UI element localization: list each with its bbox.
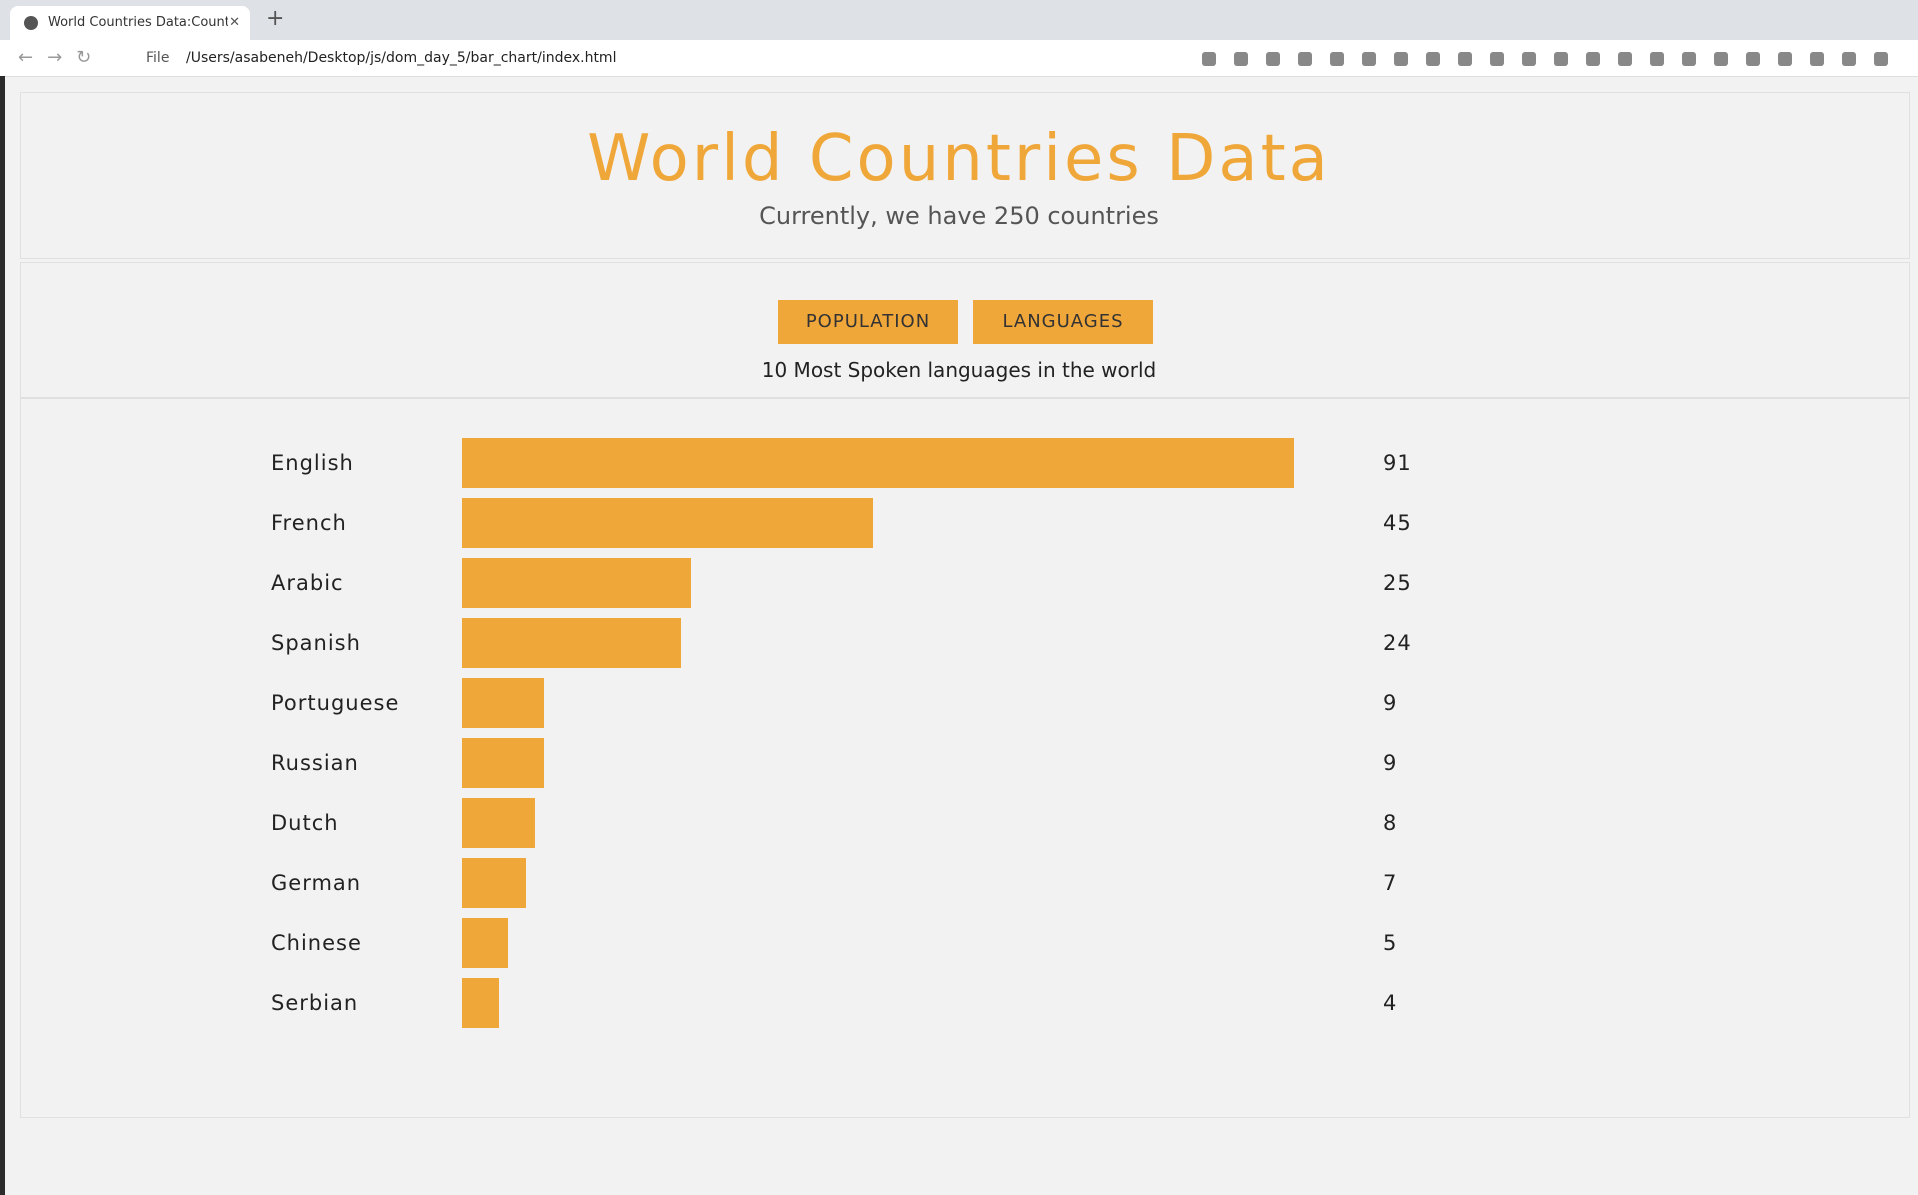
- bar: [462, 558, 691, 608]
- header-panel: [20, 92, 1910, 259]
- url[interactable]: /Users/asabeneh/Desktop/js/dom_day_5/bar…: [186, 50, 617, 66]
- address-bar: ←→↻ File /Users/asabeneh/Desktop/js/dom_…: [0, 40, 1918, 77]
- bar: [462, 498, 874, 548]
- side-strip: [0, 76, 5, 1195]
- value-label: 9: [1383, 751, 1398, 775]
- languages-button[interactable]: LANGUAGES: [973, 300, 1153, 344]
- population-button[interactable]: POPULATION: [778, 300, 958, 344]
- category-label: Dutch: [271, 811, 339, 835]
- value-label: 8: [1383, 811, 1398, 835]
- chart-panel: [20, 398, 1910, 1118]
- category-label: Serbian: [271, 991, 359, 1015]
- new-tab[interactable]: +: [266, 6, 285, 31]
- nav-buttons[interactable]: ←→↻: [18, 47, 106, 68]
- value-label: 24: [1383, 631, 1412, 655]
- bar: [462, 858, 526, 908]
- category-label: German: [271, 871, 362, 895]
- controls-panel: [20, 262, 1910, 398]
- url-scheme: File: [146, 50, 170, 66]
- title: World Countries Data: [587, 122, 1331, 196]
- value-label: 91: [1383, 451, 1412, 475]
- tab-bar: World Countries Data:Countri ✕ +: [0, 0, 1918, 40]
- bar: [462, 978, 499, 1028]
- extensions: [1202, 52, 1888, 66]
- value-label: 7: [1383, 871, 1398, 895]
- bar: [462, 738, 545, 788]
- category-label: Spanish: [271, 631, 361, 655]
- subtitle: Currently, we have 250 countries: [759, 202, 1159, 230]
- value-label: 25: [1383, 571, 1412, 595]
- chart-title: 10 Most Spoken languages in the world: [761, 358, 1157, 382]
- category-label: Chinese: [271, 931, 362, 955]
- close-tab[interactable]: ✕: [229, 15, 240, 30]
- category-label: Arabic: [271, 571, 344, 595]
- category-label: Russian: [271, 751, 359, 775]
- value-label: 4: [1383, 991, 1398, 1015]
- value-label: 5: [1383, 931, 1398, 955]
- category-label: French: [271, 511, 347, 535]
- category-label: English: [271, 451, 354, 475]
- value-label: 45: [1383, 511, 1412, 535]
- bar: [462, 438, 1294, 488]
- category-label: Portuguese: [271, 691, 400, 715]
- bar: [462, 618, 682, 668]
- tab-title: World Countries Data:Countri: [48, 15, 228, 30]
- value-label: 9: [1383, 691, 1398, 715]
- bar: [462, 918, 508, 968]
- tab[interactable]: World Countries Data:Countri ✕: [10, 6, 250, 40]
- bar: [462, 798, 536, 848]
- bar: [462, 678, 545, 728]
